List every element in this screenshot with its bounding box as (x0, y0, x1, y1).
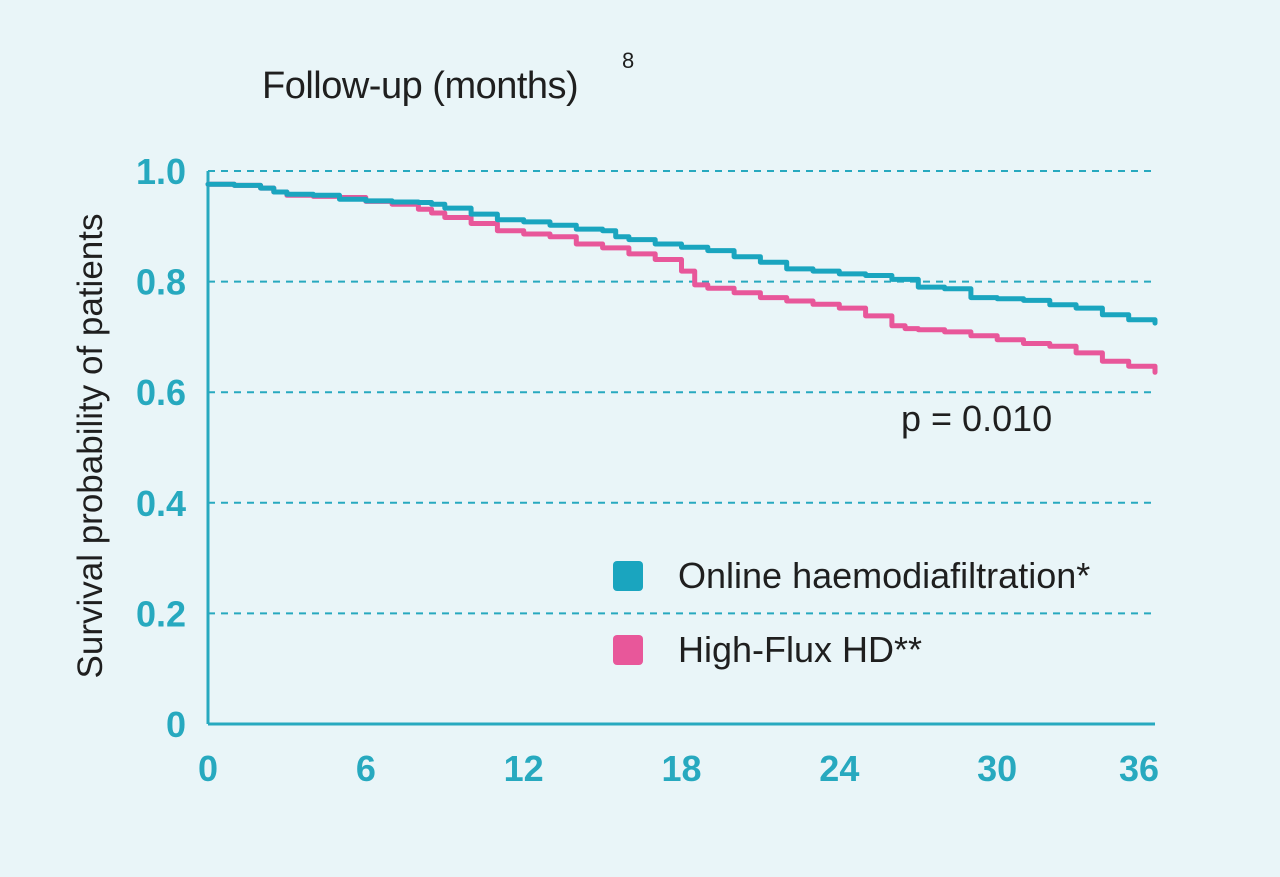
chart-title: Follow-up (months) (262, 65, 578, 107)
y-tick-label: 0.4 (136, 483, 186, 524)
series-line-online-haemodiafiltration (205, 181, 1158, 326)
y-tick-label: 0.8 (136, 262, 186, 303)
x-tick-label: 36 (1119, 748, 1159, 789)
x-tick-label: 24 (819, 748, 859, 789)
x-tick-label: 30 (977, 748, 1017, 789)
legend-label-high-flux-hd: High-Flux HD** (678, 629, 922, 670)
legend-swatch-online-haemodiafiltration (613, 561, 643, 591)
series-layer (205, 181, 1158, 375)
y-tick-label: 0.2 (136, 593, 186, 634)
x-tick-label: 6 (356, 748, 376, 789)
y-tick-label: 0 (166, 704, 186, 745)
legend-swatch-high-flux-hd (613, 635, 643, 665)
x-tick-labels: 0 6 12 18 24 30 36 (198, 748, 1159, 789)
x-tick-label: 0 (198, 748, 218, 789)
x-tick-label: 18 (661, 748, 701, 789)
y-tick-label: 1.0 (136, 151, 186, 192)
y-tick-labels: 0 0.2 0.4 0.6 0.8 1.0 (136, 151, 186, 745)
legend-label-online-haemodiafiltration: Online haemodiafiltration* (678, 555, 1090, 596)
legend: Online haemodiafiltration* High-Flux HD*… (613, 555, 1090, 670)
p-value-annotation: p = 0.010 (901, 398, 1052, 439)
grid-lines (208, 170, 1155, 615)
y-tick-label: 0.6 (136, 372, 186, 413)
chart-title-superscript: 8 (622, 48, 634, 73)
y-axis-label: Survival probability of patients (71, 214, 110, 679)
x-tick-label: 12 (504, 748, 544, 789)
